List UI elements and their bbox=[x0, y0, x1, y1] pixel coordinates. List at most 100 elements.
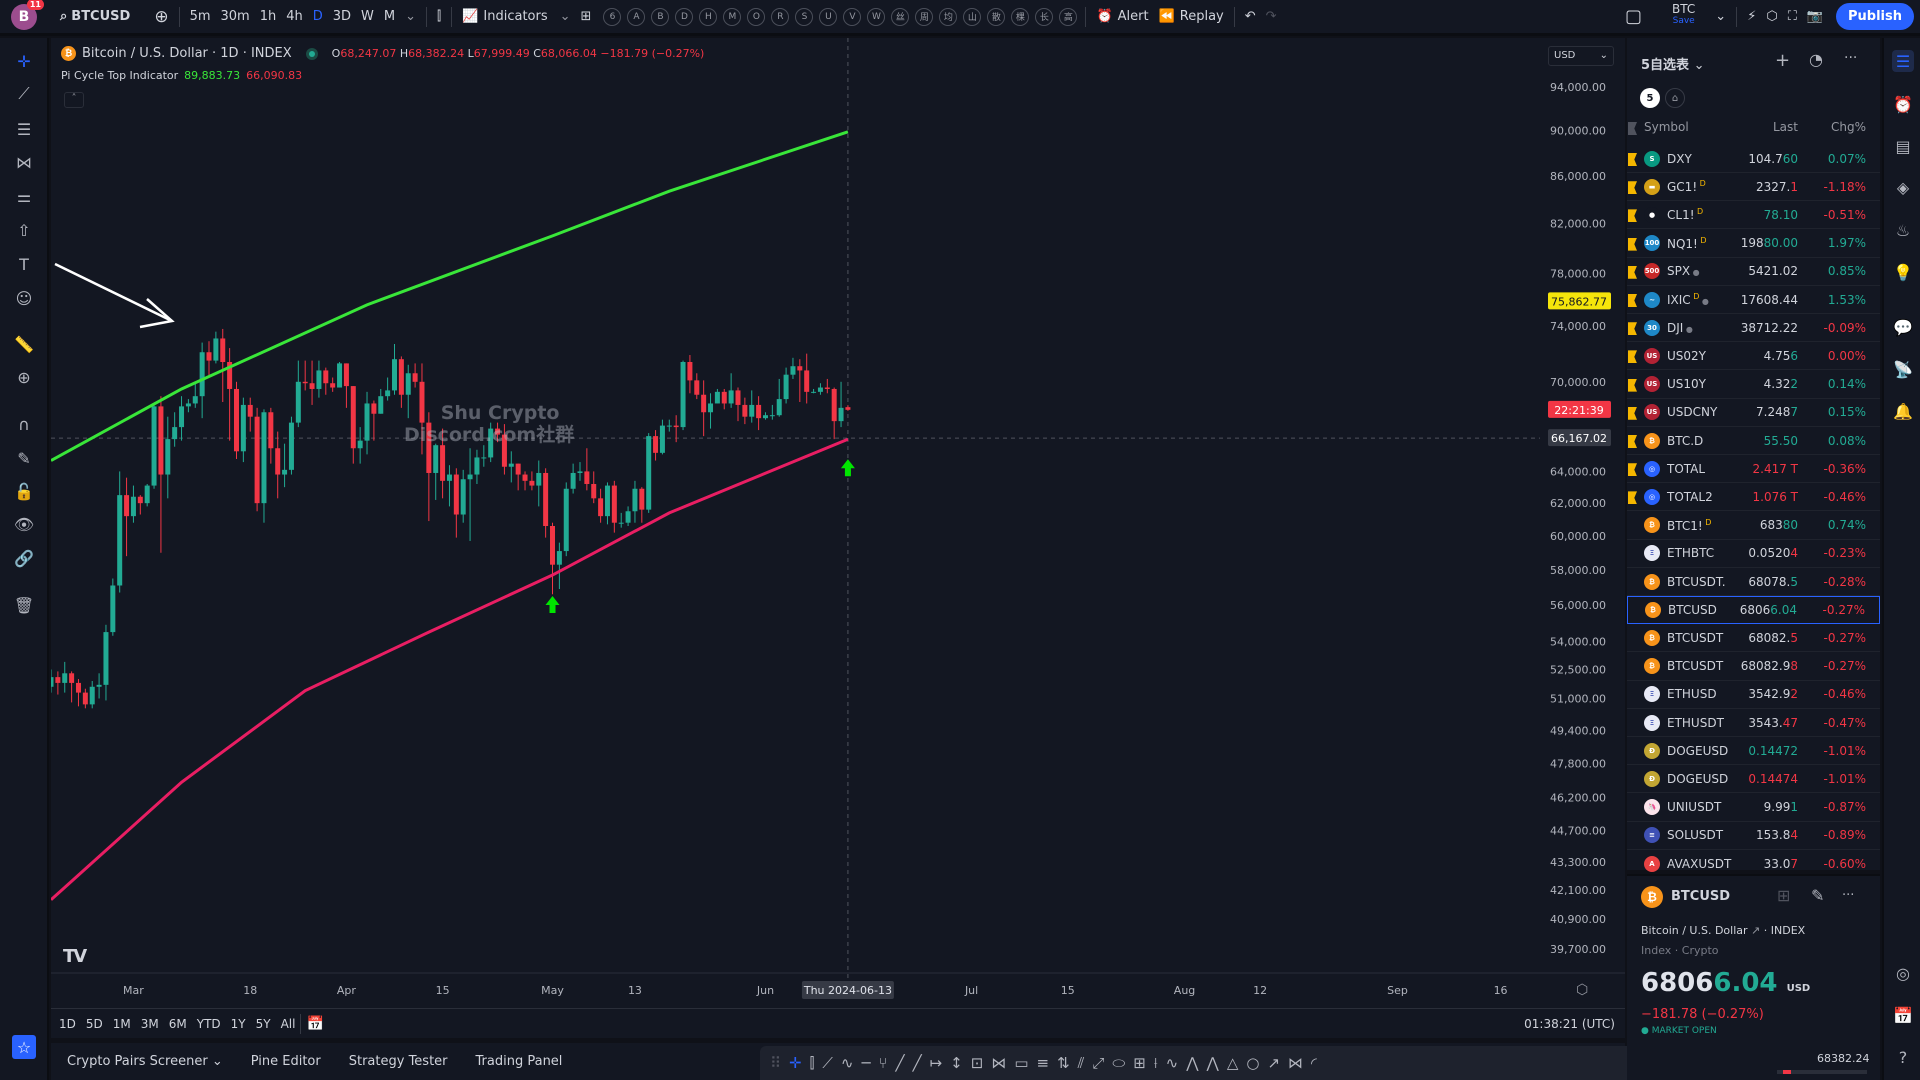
flag-icon[interactable] bbox=[1628, 406, 1637, 420]
indicator-legend[interactable]: Pi Cycle Top Indicator 89,883.73 66,090.… bbox=[61, 69, 302, 82]
rectangle-icon[interactable]: ▭ bbox=[1014, 1054, 1029, 1072]
hotlists-fire-icon[interactable]: ♨ bbox=[1895, 220, 1911, 240]
watchlist-row[interactable]: 🦄 UNIUSDT 9.991 -0.87% bbox=[1627, 794, 1880, 822]
chat-icon[interactable]: 💬 bbox=[1893, 317, 1913, 337]
pitchfork-icon[interactable]: ⑂ bbox=[878, 1054, 888, 1072]
ray-icon[interactable]: ╱ bbox=[912, 1054, 922, 1072]
script-button-3[interactable]: D bbox=[675, 7, 694, 26]
crosshair-icon[interactable]: ✛ bbox=[789, 1054, 802, 1072]
script-button-2[interactable]: B bbox=[651, 7, 670, 26]
watchlist-row[interactable]: ₿ BTCUSDT. 68078.5 -0.28% bbox=[1627, 568, 1880, 596]
watchlist-row[interactable]: ₿ BTC1! D 68380 0.74% bbox=[1627, 512, 1880, 540]
range-5y[interactable]: 5Y bbox=[255, 1016, 271, 1031]
regression-icon[interactable]: ⤢ bbox=[1092, 1054, 1105, 1072]
flag-icon[interactable] bbox=[1628, 491, 1637, 505]
flag-icon[interactable] bbox=[1628, 181, 1637, 195]
currency-select[interactable]: USD ⌄ bbox=[1548, 46, 1614, 66]
watchlist-row[interactable]: 100 NQ1! D 19880.00 1.97% bbox=[1627, 230, 1880, 258]
select-layout-button[interactable]: ▢ bbox=[1620, 3, 1647, 31]
long-position-icon[interactable]: ⇅ bbox=[1057, 1054, 1070, 1072]
watchlist-row[interactable]: ◎ TOTAL2 1.076 T -0.46% bbox=[1627, 483, 1880, 512]
date-range-icon[interactable]: ↦ bbox=[929, 1054, 943, 1072]
cypher-icon[interactable]: ⋈ bbox=[1288, 1054, 1304, 1072]
script-button-16[interactable]: 散 bbox=[987, 7, 1006, 26]
interval-30m[interactable]: 30m bbox=[220, 9, 250, 24]
flag-icon[interactable] bbox=[1628, 378, 1637, 392]
interval-1h[interactable]: 1h bbox=[259, 9, 277, 24]
snapshot-button[interactable]: 📷 bbox=[1802, 3, 1828, 31]
watchlist-row[interactable]: ● CL1! D 78.10 -0.51% bbox=[1627, 201, 1880, 230]
price-range-icon[interactable]: ↕ bbox=[950, 1054, 963, 1072]
link-icon[interactable]: 🔗 bbox=[14, 548, 34, 568]
quick-search-button[interactable]: ⚡ bbox=[1742, 3, 1761, 31]
range-1d[interactable]: 1D bbox=[59, 1016, 76, 1031]
notifications-bell-icon[interactable]: 🔔 bbox=[1893, 401, 1913, 421]
range-1m[interactable]: 1M bbox=[112, 1016, 131, 1031]
interval-dropdown[interactable]: ⌄ bbox=[405, 9, 417, 24]
chart-settings-icon[interactable]: ⬡ bbox=[1576, 982, 1589, 998]
ruler-icon[interactable]: 📏 bbox=[14, 334, 34, 354]
watchlist-row[interactable]: 30 DJI ● 38712.22 -0.09% bbox=[1627, 314, 1880, 343]
watchlist-row[interactable]: US US10Y 4.322 0.14% bbox=[1627, 371, 1880, 399]
price-chart[interactable]: 94,000.00 90,000.00 86,000.00 82,000.00 78,0… bbox=[51, 38, 1625, 1028]
more-options-icon[interactable]: ··· bbox=[1842, 888, 1855, 903]
watchlist-row[interactable]: ₿ BTC.D 55.50 0.08% bbox=[1627, 427, 1880, 455]
watchlist-row[interactable]: Ð DOGEUSD 0.14472 -1.01% bbox=[1627, 737, 1880, 766]
goto-date-calendar-icon[interactable]: 📅 bbox=[306, 1015, 324, 1032]
crosshair-tool-icon[interactable]: ✛ bbox=[17, 51, 31, 71]
trend-line-icon[interactable]: ╱ bbox=[895, 1054, 905, 1072]
watchlist-row[interactable]: ₿ BTCUSDT 68082.98 -0.27% bbox=[1627, 653, 1880, 681]
collapse-legend-button[interactable]: ˄ bbox=[64, 92, 84, 108]
script-button-13[interactable]: 周 bbox=[915, 7, 934, 26]
script-button-9[interactable]: U bbox=[819, 7, 838, 26]
fib-fan-icon[interactable]: ⟊ bbox=[1153, 1054, 1158, 1072]
circle-icon[interactable]: ○ bbox=[1246, 1054, 1260, 1072]
tab-strategy-tester[interactable]: Strategy Tester bbox=[348, 1054, 448, 1069]
tradingview-logo[interactable]: TV bbox=[63, 946, 87, 967]
parallel-channel-icon[interactable]: ⫽ bbox=[1077, 1054, 1085, 1072]
target-icon[interactable]: ◎ bbox=[1896, 963, 1910, 983]
zoom-in-icon[interactable]: ⊕ bbox=[17, 367, 31, 387]
layout-menu-button[interactable]: ⌄ bbox=[1710, 3, 1731, 31]
watchlist-row[interactable]: ₿ BTCUSDT 68082.5 -0.27% bbox=[1627, 624, 1880, 653]
script-button-17[interactable]: 棵 bbox=[1011, 7, 1030, 26]
lock-icon[interactable]: 🔓 bbox=[14, 481, 34, 501]
favorites-star-icon[interactable]: ☆ bbox=[12, 1035, 36, 1059]
elliott-icon[interactable]: ∿ bbox=[1165, 1054, 1179, 1072]
publish-button[interactable]: Publish bbox=[1836, 3, 1914, 30]
script-button-14[interactable]: 均 bbox=[939, 7, 958, 26]
arc-icon[interactable]: ◜ bbox=[1311, 1054, 1317, 1072]
flag-icon[interactable] bbox=[1628, 237, 1637, 251]
script-button-12[interactable]: 丝 bbox=[891, 7, 910, 26]
watchlist-row[interactable]: ▬ GC1! D 2327.1 -1.18% bbox=[1627, 173, 1880, 202]
script-button-6[interactable]: O bbox=[747, 7, 766, 26]
flag-icon[interactable] bbox=[1628, 209, 1637, 223]
flag-icon[interactable] bbox=[1628, 265, 1637, 279]
line-path-icon[interactable]: ⟋ bbox=[822, 1054, 833, 1072]
chart-type-button[interactable]: ⫿ bbox=[432, 3, 446, 31]
drag-handle-icon[interactable]: ⠿ bbox=[770, 1054, 781, 1072]
grid-icon[interactable]: ⊞ bbox=[1777, 886, 1791, 905]
tab-pine-editor[interactable]: Pine Editor bbox=[250, 1054, 321, 1069]
ellipse-icon[interactable]: ⬭ bbox=[1112, 1054, 1126, 1072]
trend-line-tool-icon[interactable]: ⟋ bbox=[18, 84, 30, 103]
ideas-bulb-icon[interactable]: 💡 bbox=[1893, 262, 1913, 282]
emoji-tool-icon[interactable]: ☺ bbox=[15, 288, 33, 308]
triangle-icon[interactable]: △ bbox=[1226, 1054, 1239, 1072]
alerts-clock-icon[interactable]: ⏰ bbox=[1893, 94, 1913, 114]
interval-5m[interactable]: 5m bbox=[189, 9, 211, 24]
script-button-11[interactable]: W bbox=[867, 7, 886, 26]
layout-templates-button[interactable]: ⊞ bbox=[576, 3, 597, 31]
fib-icon[interactable]: ≡ bbox=[1036, 1054, 1050, 1072]
fullscreen-button[interactable]: ⛶ bbox=[1783, 3, 1802, 31]
redo-button[interactable]: ↷ bbox=[1261, 3, 1282, 31]
script-button-15[interactable]: 山 bbox=[963, 7, 982, 26]
external-link-icon[interactable]: ↗ bbox=[1751, 924, 1761, 937]
symbol-title[interactable]: Bitcoin / U.S. Dollar · 1D · INDEX bbox=[82, 46, 292, 61]
eye-icon[interactable]: 👁 bbox=[13, 514, 35, 534]
flag-icon[interactable] bbox=[1628, 350, 1637, 364]
flag-icon[interactable] bbox=[1628, 463, 1637, 477]
xabcd-icon[interactable]: ⋈ bbox=[991, 1054, 1007, 1072]
script-button-7[interactable]: R bbox=[771, 7, 790, 26]
script-button-10[interactable]: V bbox=[843, 7, 862, 26]
